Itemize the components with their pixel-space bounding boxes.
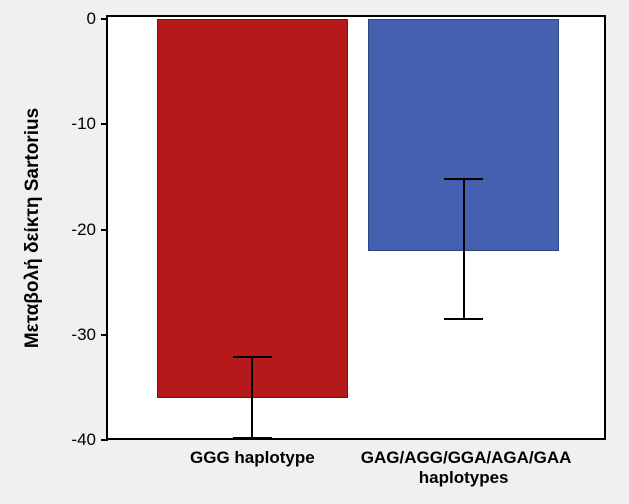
error-bar-cap [233, 356, 273, 358]
y-tick-mark [101, 229, 108, 231]
plot-area: 0-10-20-30-40GGG haplotypeGAG/AGG/GGA/AG… [106, 15, 606, 440]
chart-figure: 0-10-20-30-40GGG haplotypeGAG/AGG/GGA/AG… [0, 0, 629, 504]
y-tick-mark [101, 18, 108, 20]
bar [157, 19, 347, 398]
y-axis-title: Μεταβολή δείκτη Sartorius [22, 107, 44, 347]
x-tick-label: GAG/AGG/GGA/AGA/GAA haplotypes [361, 438, 567, 488]
error-bar-line [251, 357, 253, 438]
y-tick-mark [101, 439, 108, 441]
error-bar-cap [444, 178, 484, 180]
x-tick-label: GGG haplotype [150, 438, 356, 468]
error-bar-line [463, 179, 465, 319]
y-tick-mark [101, 123, 108, 125]
y-tick-mark [101, 334, 108, 336]
error-bar-cap [444, 318, 484, 320]
